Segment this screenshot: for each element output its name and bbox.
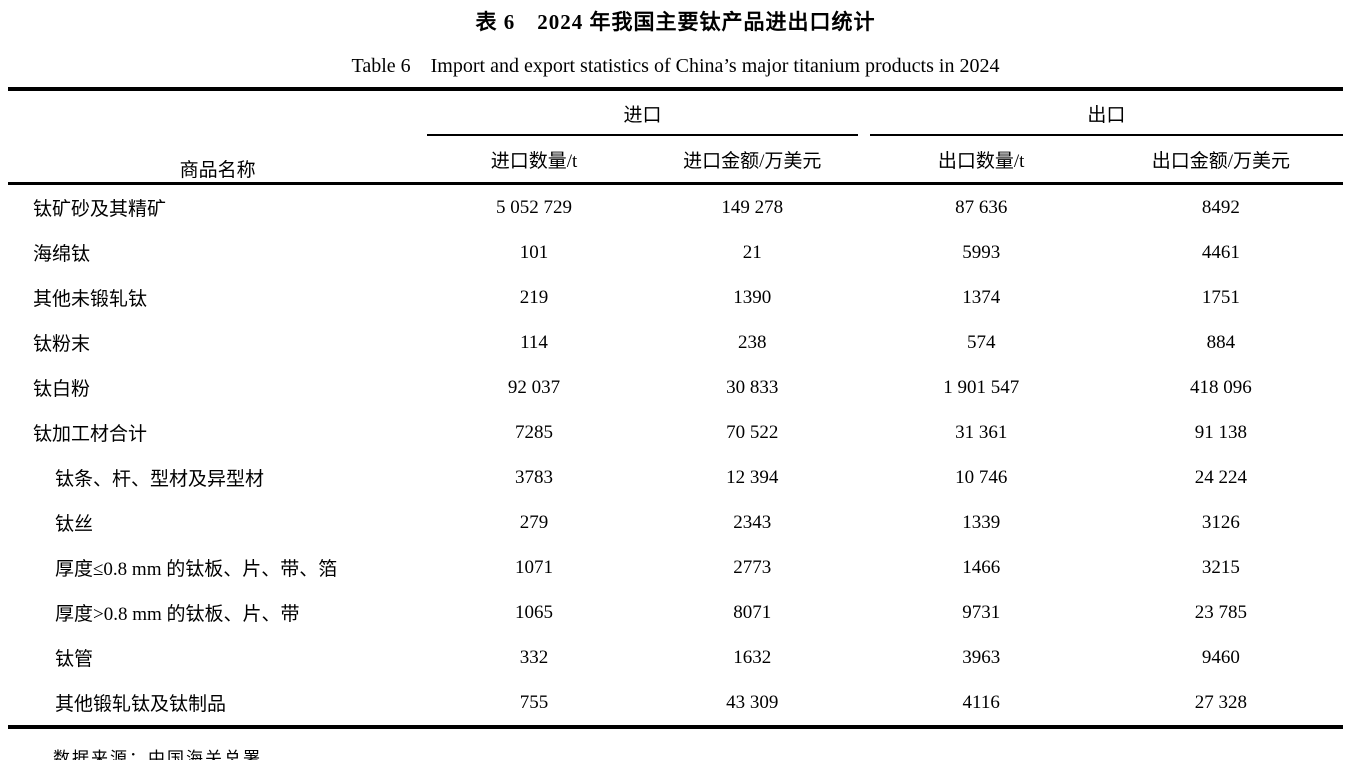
- export-qty-value: 3963: [962, 646, 1001, 668]
- export-amount-value: 91 138: [1194, 421, 1247, 443]
- table-row: 海绵钛 101 21 5993 4461: [8, 230, 1343, 275]
- import-amount-value: 70 522: [726, 421, 779, 443]
- export-qty-value: 4116: [962, 691, 1000, 713]
- export-qty-value: 1466: [962, 556, 1001, 578]
- export-amount-value: 9460: [1201, 646, 1240, 668]
- export-qty-value: 574: [966, 331, 996, 353]
- product-name: 钛粉末: [33, 334, 91, 355]
- import-amount-value: 1390: [733, 286, 772, 308]
- table-row-sub-item: 钛条、杆、型材及异型材 3783 12 394 10 746 24 224: [8, 455, 1343, 500]
- import-amount-value: 149 278: [721, 196, 784, 218]
- table-row: 钛粉末 114 238 574 884: [8, 320, 1343, 365]
- export-amount-value: 4461: [1201, 241, 1240, 263]
- data-source-note: 数据来源：中国海关总署。: [53, 749, 281, 760]
- table-row-sub-item: 钛丝 279 2343 1339 3126: [8, 500, 1343, 545]
- col-header-import-qty: 进口数量/t: [427, 136, 641, 185]
- col-group-import-label: 进口: [427, 92, 858, 136]
- col-header-import-value: 进口金额/万美元: [640, 136, 864, 185]
- import-qty-value: 3783: [514, 466, 553, 488]
- import-qty-value: 1065: [514, 601, 553, 623]
- product-name: 厚度≤0.8 mm 的钛板、片、带、箔: [55, 559, 338, 580]
- col-group-export-label: 出口: [869, 92, 1343, 136]
- import-amount-value: 21: [742, 241, 762, 263]
- product-name: 钛条、杆、型材及异型材: [55, 469, 265, 490]
- table-row-sub-item: 其他锻轧钛及钛制品 755 43 309 4116 27 328: [8, 680, 1343, 727]
- product-name: 其他锻轧钛及钛制品: [55, 694, 227, 715]
- import-amount-value: 30 833: [726, 376, 779, 398]
- table-row-sub-item: 厚度≤0.8 mm 的钛板、片、带、箔 1071 2773 1466 3215: [8, 545, 1343, 590]
- export-qty-value: 87 636: [955, 196, 1008, 218]
- import-amount-value: 43 309: [726, 691, 779, 713]
- table-row-sub-item: 厚度>0.8 mm 的钛板、片、带 1065 8071 9731 23 785: [8, 590, 1343, 635]
- export-qty-value: 31 361: [955, 421, 1008, 443]
- export-amount-value: 23 785: [1194, 601, 1247, 623]
- export-amount-value: 418 096: [1189, 376, 1252, 398]
- table-title-zh: 表 6 2024 年我国主要钛产品进出口统计: [475, 10, 876, 34]
- import-qty-value: 1071: [514, 556, 553, 578]
- export-amount-value: 8492: [1201, 196, 1240, 218]
- product-name: 海绵钛: [33, 244, 91, 265]
- header-group-row: 商品名称 进口 出口: [8, 89, 1343, 185]
- table-row-sub-item: 钛管 332 1632 3963 9460: [8, 635, 1343, 680]
- product-name: 钛矿砂及其精矿: [33, 199, 167, 220]
- import-qty-value: 279: [519, 511, 549, 533]
- table-row: 钛加工材合计 7285 70 522 31 361 91 138: [8, 410, 1343, 455]
- table-row: 钛矿砂及其精矿 5 052 729 149 278 87 636 8492: [8, 184, 1343, 231]
- export-qty-value: 1374: [962, 286, 1001, 308]
- export-qty-value: 1339: [962, 511, 1001, 533]
- product-name: 厚度>0.8 mm 的钛板、片、带: [55, 604, 300, 625]
- import-qty-value: 92 037: [507, 376, 561, 398]
- export-qty-value: 9731: [962, 601, 1001, 623]
- export-qty-value: 10 746: [955, 466, 1008, 488]
- export-amount-value: 3126: [1201, 511, 1240, 533]
- table-row: 其他未锻轧钛 219 1390 1374 1751: [8, 275, 1343, 320]
- export-amount-value: 884: [1206, 331, 1236, 353]
- import-amount-value: 238: [738, 331, 767, 353]
- product-name: 其他未锻轧钛: [33, 289, 148, 310]
- export-amount-value: 27 328: [1194, 691, 1247, 713]
- col-group-export: 出口: [864, 89, 1343, 136]
- export-amount-value: 3215: [1201, 556, 1240, 578]
- export-qty-value: 1 901 547: [943, 376, 1020, 398]
- import-qty-value: 755: [519, 691, 549, 713]
- col-header-product-name: 商品名称: [8, 89, 428, 185]
- product-name: 钛加工材合计: [33, 424, 148, 445]
- product-name: 钛管: [55, 649, 94, 670]
- export-amount-value: 1751: [1201, 286, 1240, 308]
- import-qty-value: 114: [520, 331, 548, 353]
- product-name: 钛白粉: [33, 379, 91, 400]
- col-group-import: 进口: [427, 89, 864, 136]
- import-export-table: 商品名称 进口 出口 进口数量/t 进口金额/万美元 出口数量/t 出口金额/万…: [8, 87, 1343, 729]
- import-amount-value: 2773: [733, 556, 772, 578]
- table-row: 钛白粉 92 037 30 833 1 901 547 418 096: [8, 365, 1343, 410]
- product-name: 钛丝: [55, 514, 94, 535]
- import-amount-value: 12 394: [726, 466, 779, 488]
- col-header-export-qty: 出口数量/t: [863, 136, 1099, 185]
- import-amount-value: 8071: [733, 601, 772, 623]
- header-sub-row: 进口数量/t 进口金额/万美元 出口数量/t 出口金额/万美元: [8, 136, 1343, 185]
- export-amount-value: 24 224: [1194, 466, 1247, 488]
- import-qty-value: 5 052 729: [495, 196, 572, 218]
- col-header-export-value: 出口金额/万美元: [1098, 136, 1343, 185]
- import-amount-value: 2343: [733, 511, 772, 533]
- import-qty-value: 332: [519, 646, 549, 668]
- import-amount-value: 1632: [733, 646, 772, 668]
- table-title-en: Table 6 Import and export statistics of …: [351, 55, 1000, 77]
- import-qty-value: 101: [519, 241, 549, 263]
- export-qty-value: 5993: [962, 241, 1001, 263]
- import-qty-value: 7285: [514, 421, 553, 443]
- import-qty-value: 219: [519, 286, 549, 308]
